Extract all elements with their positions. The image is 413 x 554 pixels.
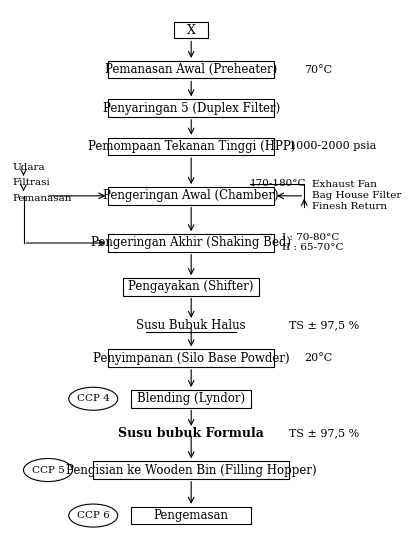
Text: Pemanasan Awal (Preheater): Pemanasan Awal (Preheater) [105,63,277,76]
FancyBboxPatch shape [108,61,273,79]
Text: CCP 4: CCP 4 [77,394,109,403]
Text: Penyimpanan (Silo Base Powder): Penyimpanan (Silo Base Powder) [93,352,289,365]
FancyBboxPatch shape [108,187,273,204]
FancyBboxPatch shape [108,138,273,155]
FancyBboxPatch shape [108,99,273,117]
Text: 1000-2000 psia: 1000-2000 psia [288,141,376,151]
Text: Pengayakan (Shifter): Pengayakan (Shifter) [128,280,253,294]
FancyBboxPatch shape [131,390,251,408]
Text: TS ± 97,5 %: TS ± 97,5 % [288,428,358,438]
FancyBboxPatch shape [174,22,208,38]
Text: Bag House Filter: Bag House Filter [311,191,400,201]
Text: Pengeringan Awal (Chamber): Pengeringan Awal (Chamber) [103,189,278,202]
Text: Pemanasan: Pemanasan [12,193,71,203]
Text: 20°C: 20°C [304,353,332,363]
Text: Susu bubuk Formula: Susu bubuk Formula [118,427,263,440]
FancyBboxPatch shape [131,507,251,524]
FancyBboxPatch shape [93,461,288,479]
Text: Penyaringan 5 (Duplex Filter): Penyaringan 5 (Duplex Filter) [102,101,279,115]
Text: Filtrasi: Filtrasi [12,178,50,187]
Text: 70°C: 70°C [304,65,332,75]
Text: Finesh Return: Finesh Return [311,202,386,211]
FancyBboxPatch shape [108,234,273,252]
Text: Pengisian ke Wooden Bin (Filling Hopper): Pengisian ke Wooden Bin (Filling Hopper) [66,464,316,476]
FancyBboxPatch shape [123,278,259,296]
Text: CCP 6: CCP 6 [77,511,109,520]
Text: X: X [186,24,195,37]
Ellipse shape [24,459,72,481]
Text: Pengemasan: Pengemasan [153,509,228,522]
Text: Pemompaan Tekanan Tinggi (HPP): Pemompaan Tekanan Tinggi (HPP) [87,140,294,153]
Ellipse shape [69,504,117,527]
Ellipse shape [69,387,117,411]
Text: II : 65-70°C: II : 65-70°C [281,243,342,252]
Text: I : 70-80°C: I : 70-80°C [281,233,338,242]
Text: Exhaust Fan: Exhaust Fan [311,181,376,189]
Text: CCP 5: CCP 5 [31,465,64,475]
Text: Pengeringan Akhir (Shaking Bed): Pengeringan Akhir (Shaking Bed) [91,237,290,249]
Text: Udara: Udara [12,163,45,172]
Text: TS ± 97,5 %: TS ± 97,5 % [288,320,358,330]
Text: Blending (Lyndor): Blending (Lyndor) [137,392,244,406]
Text: Susu Bubuk Halus: Susu Bubuk Halus [136,319,245,332]
Text: 170-180°C: 170-180°C [249,179,305,188]
FancyBboxPatch shape [108,350,273,367]
